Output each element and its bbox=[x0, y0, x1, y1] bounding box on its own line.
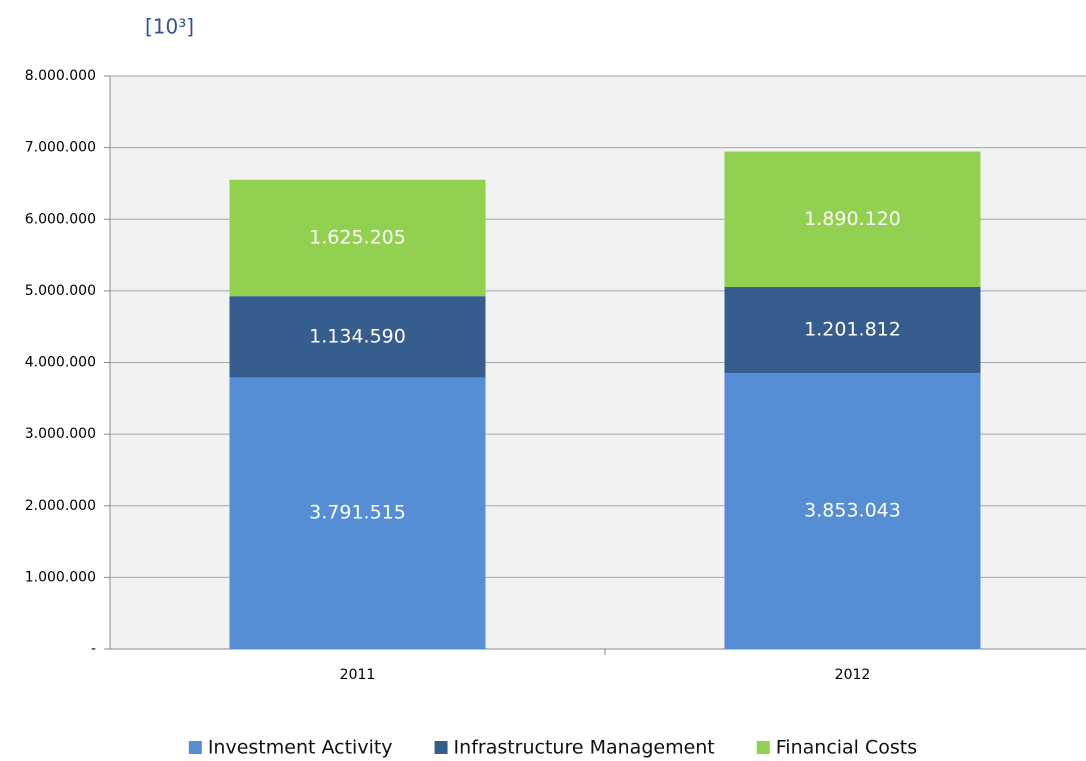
y-tick-label: 6.000.000 bbox=[25, 211, 96, 227]
bar-segment bbox=[229, 179, 486, 297]
y-tick-label: 2.000.000 bbox=[25, 498, 96, 514]
bar-segment bbox=[724, 151, 981, 287]
value-label: 3.853.043 bbox=[804, 500, 901, 522]
x-tick-label: 2012 bbox=[835, 667, 871, 683]
unit-label: [10³] bbox=[145, 15, 194, 39]
value-label: 1.625.205 bbox=[309, 226, 406, 248]
bar-segment bbox=[724, 373, 981, 649]
y-tick-label: 1.000.000 bbox=[25, 569, 96, 585]
legend-swatch bbox=[756, 741, 770, 754]
y-tick-label: 8.000.000 bbox=[25, 68, 96, 84]
y-tick-label: 7.000.000 bbox=[25, 140, 96, 156]
value-label: 1.201.812 bbox=[804, 318, 901, 340]
legend-label: Infrastructure Management bbox=[454, 737, 715, 759]
value-label: 1.890.120 bbox=[804, 208, 901, 230]
legend-swatch bbox=[188, 741, 202, 754]
value-label: 1.134.590 bbox=[309, 325, 406, 347]
legend-swatch bbox=[434, 741, 448, 754]
bar-segment bbox=[724, 286, 981, 374]
y-tick-label: - bbox=[91, 641, 96, 657]
bar-segment bbox=[229, 377, 486, 649]
x-tick-label: 2011 bbox=[340, 667, 376, 683]
y-tick-label: 4.000.000 bbox=[25, 355, 96, 371]
y-tick-label: 5.000.000 bbox=[25, 283, 96, 299]
value-label: 3.791.515 bbox=[309, 502, 406, 524]
legend-label: Financial Costs bbox=[776, 737, 917, 759]
y-tick-label: 3.000.000 bbox=[25, 426, 96, 442]
legend-label: Investment Activity bbox=[208, 737, 393, 759]
bar-segment bbox=[229, 296, 486, 378]
